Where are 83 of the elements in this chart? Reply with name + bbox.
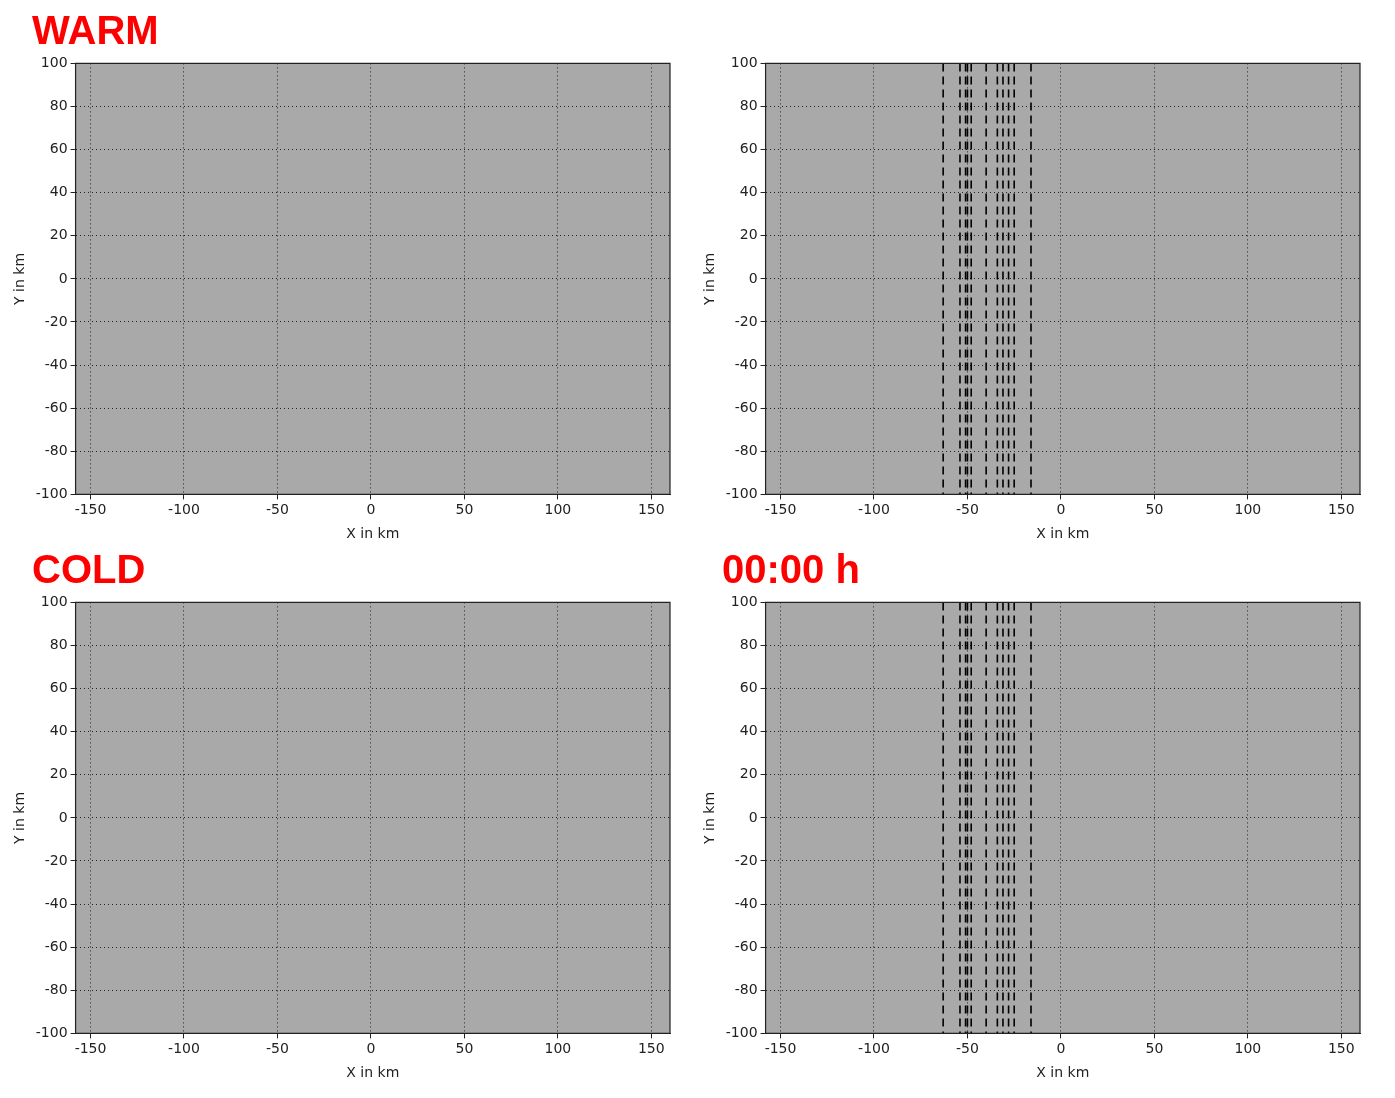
y-tick-label: -80 (734, 441, 758, 458)
y-tick-label: 0 (58, 269, 68, 286)
y-tick-label: 60 (739, 679, 758, 696)
y-tick-label: 0 (748, 269, 758, 286)
y-tick-label: 80 (49, 97, 68, 114)
y-tick-label: 60 (739, 140, 758, 157)
y-tick-label: 100 (730, 593, 758, 610)
y-axis-title: Y in km (11, 791, 28, 845)
x-tick-label: 0 (366, 501, 376, 518)
x-tick-label: 150 (637, 1040, 665, 1057)
x-axis-title: X in km (346, 1064, 400, 1081)
x-tick-label: 50 (1145, 501, 1164, 518)
y-axis-title: Y in km (701, 252, 718, 306)
y-tick-label: 100 (40, 593, 68, 610)
y-tick-label: 40 (49, 183, 68, 200)
x-tick-label: 150 (1327, 501, 1355, 518)
x-tick-label: -150 (74, 501, 107, 518)
x-tick-label: 100 (544, 501, 572, 518)
y-tick-label: -60 (44, 937, 68, 954)
x-tick-label: -50 (956, 501, 979, 518)
y-tick-label: 100 (40, 54, 68, 71)
y-tick-label: -40 (734, 894, 758, 911)
x-tick-label: -100 (858, 1040, 890, 1057)
x-tick-label: -50 (956, 1040, 979, 1057)
y-tick-label: -20 (734, 851, 758, 868)
y-tick-label: 80 (49, 636, 68, 653)
x-tick-label: 100 (1234, 501, 1262, 518)
y-tick-label: 40 (739, 722, 758, 739)
x-tick-label: -100 (168, 501, 200, 518)
y-tick-label: 60 (49, 140, 68, 157)
text: COLD (32, 547, 146, 591)
y-tick-label: 20 (739, 226, 758, 243)
x-tick-label: 100 (1234, 1040, 1262, 1057)
x-tick-label: 100 (544, 1040, 572, 1057)
y-tick-label: -20 (44, 851, 68, 868)
y-tick-label: 0 (58, 808, 68, 825)
x-axis-title: X in km (346, 525, 400, 542)
x-tick-label: 0 (1056, 1040, 1066, 1057)
x-tick-label: 0 (1056, 501, 1066, 518)
y-tick-label: -20 (734, 312, 758, 329)
x-tick-label: 50 (1145, 1040, 1164, 1057)
x-tick-label: -150 (764, 501, 797, 518)
y-tick-label: 20 (49, 765, 68, 782)
y-tick-label: -100 (725, 1024, 758, 1041)
x-tick-label: 0 (366, 1040, 376, 1057)
y-tick-label: 40 (49, 722, 68, 739)
y-tick-label: -40 (44, 355, 68, 372)
x-tick-label: -50 (266, 501, 289, 518)
y-tick-label: -60 (44, 398, 68, 415)
x-tick-label: 150 (637, 501, 665, 518)
y-tick-label: -60 (734, 398, 758, 415)
x-tick-label: -100 (858, 501, 890, 518)
y-tick-label: 80 (739, 97, 758, 114)
y-tick-label: -20 (44, 312, 68, 329)
x-axis-title: X in km (1036, 525, 1090, 542)
y-axis-title: Y in km (11, 252, 28, 306)
x-tick-label: -50 (266, 1040, 289, 1057)
x-tick-label: 50 (455, 501, 474, 518)
x-tick-label: 50 (455, 1040, 474, 1057)
text: 00:00 h (722, 547, 860, 591)
y-tick-label: 80 (739, 636, 758, 653)
y-tick-label: -100 (35, 485, 68, 502)
y-tick-label: -80 (44, 441, 68, 458)
y-tick-label: -100 (725, 485, 758, 502)
y-tick-label: 0 (748, 808, 758, 825)
x-tick-label: 150 (1327, 1040, 1355, 1057)
y-tick-label: 100 (730, 54, 758, 71)
y-tick-label: 60 (49, 679, 68, 696)
y-axis-title: Y in km (701, 791, 718, 845)
y-tick-label: -40 (44, 894, 68, 911)
y-tick-label: 40 (739, 183, 758, 200)
x-axis-title: X in km (1036, 1064, 1090, 1081)
x-tick-label: -150 (74, 1040, 107, 1057)
y-tick-label: -40 (734, 355, 758, 372)
y-tick-label: -80 (734, 980, 758, 997)
y-tick-label: 20 (739, 765, 758, 782)
x-tick-label: -100 (168, 1040, 200, 1057)
text: WARM (32, 8, 159, 52)
y-tick-label: 20 (49, 226, 68, 243)
y-tick-label: -60 (734, 937, 758, 954)
y-tick-label: -80 (44, 980, 68, 997)
y-tick-label: -100 (35, 1024, 68, 1041)
x-tick-label: -150 (764, 1040, 797, 1057)
